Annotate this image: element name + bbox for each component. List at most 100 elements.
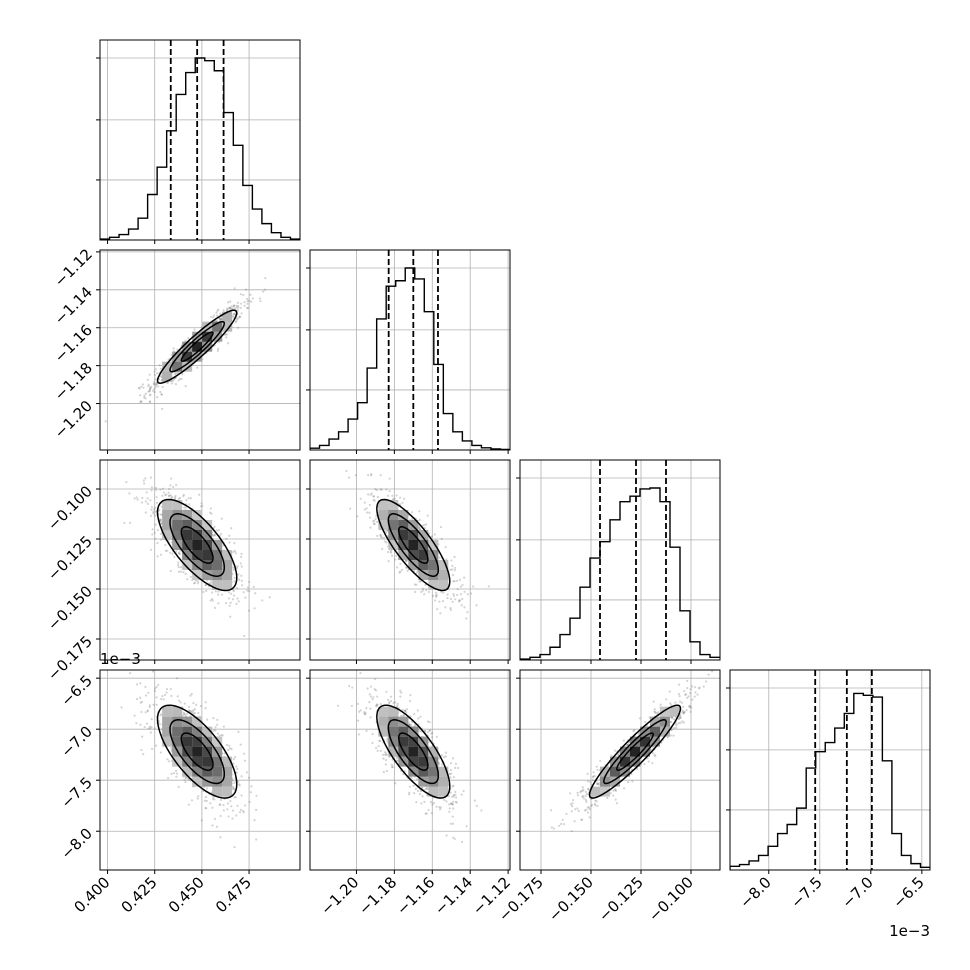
scatter-point xyxy=(229,799,232,803)
scatter-point xyxy=(428,729,432,732)
scatter-point xyxy=(151,670,154,673)
contour-level-0 xyxy=(180,732,214,771)
scatter-point xyxy=(153,370,156,373)
scatter-point xyxy=(165,691,168,694)
scatter-point xyxy=(382,770,385,774)
scatter-point xyxy=(221,734,224,737)
scatter-point xyxy=(472,585,475,588)
scatter-point xyxy=(384,531,388,534)
scatter-point xyxy=(173,555,176,558)
scatter-point xyxy=(104,420,107,423)
scatter-point xyxy=(184,506,188,509)
scatter-point xyxy=(451,815,454,818)
scatter-point xyxy=(565,812,568,815)
scatter-point xyxy=(149,393,152,396)
scatter-point xyxy=(244,288,248,291)
scatter-point xyxy=(193,582,196,585)
density-cells-2-1 xyxy=(378,500,449,590)
scatter-point xyxy=(179,566,183,569)
scatter-point xyxy=(251,297,254,300)
density-cell xyxy=(428,776,439,787)
scatter-point xyxy=(679,716,682,719)
contour-level-1 xyxy=(387,719,440,785)
scatter-point xyxy=(239,555,243,559)
density-cell xyxy=(378,706,389,717)
scatter-point xyxy=(374,746,378,750)
scatter-point xyxy=(177,785,180,788)
scatter-point xyxy=(253,818,256,822)
scatter-point xyxy=(139,394,142,397)
scatter-point xyxy=(399,570,402,573)
scatter-point xyxy=(184,776,188,779)
scatter-point xyxy=(148,394,152,397)
scatter-point xyxy=(138,696,142,699)
density-cell xyxy=(182,756,193,767)
scatter-point xyxy=(184,384,187,388)
scatter-point xyxy=(154,506,157,510)
scatter-point xyxy=(405,711,408,714)
scatter-point xyxy=(398,571,401,574)
scatter-point xyxy=(374,517,377,520)
scatter-point xyxy=(606,796,609,800)
density-cell xyxy=(192,570,203,580)
scatter-point xyxy=(391,765,394,769)
scatter-point xyxy=(244,804,247,807)
scatter-point xyxy=(174,497,177,501)
grid-1-0 xyxy=(100,250,300,450)
scatter-point xyxy=(235,566,239,570)
contour-level-0 xyxy=(397,526,429,564)
scatter-point xyxy=(461,597,464,601)
scatter-point xyxy=(120,706,123,709)
scatter-point xyxy=(376,703,379,706)
histogram-0 xyxy=(100,57,300,240)
scatter-point xyxy=(690,685,694,688)
scatter-point xyxy=(440,754,443,757)
scatter-point xyxy=(244,596,247,599)
scatter-point xyxy=(135,722,138,725)
scatter-point xyxy=(234,321,237,324)
scatter-point xyxy=(394,782,397,785)
scatter-point xyxy=(229,601,232,604)
scatter-point xyxy=(148,704,151,707)
scatter-point xyxy=(228,307,231,310)
scatter-point xyxy=(431,803,434,806)
scatter-point xyxy=(454,793,457,796)
density-cell xyxy=(162,706,173,717)
scatter-point xyxy=(139,400,143,403)
scatter-point xyxy=(581,795,584,798)
scatter-point xyxy=(169,551,172,554)
scatter-point xyxy=(351,686,354,689)
density-cell xyxy=(378,716,389,727)
scatter-point xyxy=(237,730,240,733)
scatter-point xyxy=(449,791,452,794)
density-cell xyxy=(192,530,203,540)
scatter-point xyxy=(415,778,419,781)
scatter-point xyxy=(184,572,187,576)
panel-1-1 xyxy=(306,249,511,454)
scatter-point xyxy=(170,382,174,385)
scatter-point xyxy=(246,586,250,589)
scatter-point xyxy=(219,318,222,321)
scatter-point xyxy=(235,771,238,774)
scatter-point xyxy=(192,712,195,715)
scatter-point xyxy=(404,559,407,563)
density-cell xyxy=(212,540,223,550)
scatter-point xyxy=(445,558,448,561)
scatter-point xyxy=(187,709,190,712)
scatter-point xyxy=(183,713,186,716)
scatter-point xyxy=(187,705,191,708)
scatter-point xyxy=(466,593,469,596)
scatter-point xyxy=(389,550,392,553)
contour-level-2 xyxy=(156,498,238,592)
scatter-point xyxy=(193,328,196,331)
density-cell xyxy=(408,560,419,570)
scatter-point xyxy=(255,808,258,812)
scatter-point xyxy=(369,526,372,529)
density-cell xyxy=(222,550,233,560)
scatter-point xyxy=(420,802,423,805)
scatter-point xyxy=(148,389,151,392)
scatter-point xyxy=(396,704,399,708)
scatter-point xyxy=(475,604,478,607)
scatter-point xyxy=(409,723,413,726)
scatter-point xyxy=(382,757,385,760)
